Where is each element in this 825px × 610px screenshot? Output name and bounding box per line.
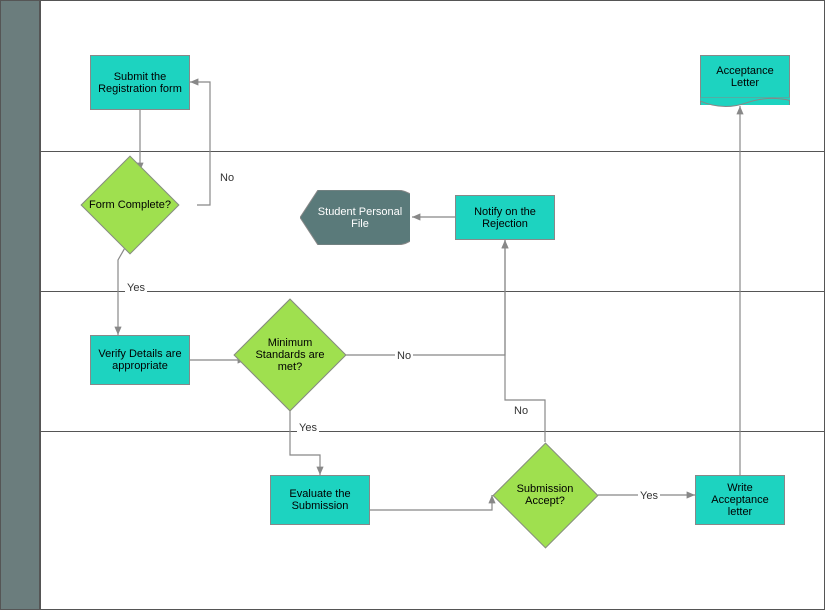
swimlane-divider [41,291,824,292]
process-verify: Verify Details are appropriate [90,335,190,385]
node-label: Notify on the Rejection [460,206,550,230]
edge-label-minStd-no-notify: No [395,350,413,362]
node-label: Submit the Registration form [95,71,185,95]
doc-wave [700,97,790,113]
swimlane-divider [41,431,824,432]
swimlane-sidebar [0,0,40,610]
decision-formComplete: Form Complete? [95,170,165,240]
process-notify: Notify on the Rejection [455,195,555,240]
swimlane-divider [41,151,824,152]
decision-minStd: Minimum Standards are met? [250,315,330,395]
document-acceptance: Acceptance Letter [700,55,790,105]
process-writeLetter: Write Acceptance letter [695,475,785,525]
edge-label-submissionAccept-no-notify: No [512,405,530,417]
node-label: Verify Details are appropriate [95,348,185,372]
node-label: Student Personal File [300,190,410,245]
node-label: Form Complete? [75,170,185,240]
display-studentFile: Student Personal File [300,190,410,245]
node-label: Acceptance Letter [701,56,789,97]
decision-submissionAccept: Submission Accept? [508,458,583,533]
flowchart-canvas: Submit the Registration form Form Complet… [0,0,825,610]
node-label: Minimum Standards are met? [230,315,350,395]
edge-label-minStd-yes-evaluate: Yes [297,422,319,434]
process-evaluate: Evaluate the Submission [270,475,370,525]
edge-label-formComplete-yes-verify: Yes [125,282,147,294]
node-label: Submission Accept? [488,458,603,533]
node-label: Write Acceptance letter [700,482,780,518]
process-submit: Submit the Registration form [90,55,190,110]
edge-label-submissionAccept-yes-write: Yes [638,490,660,502]
node-label: Evaluate the Submission [275,488,365,512]
edge-label-formComplete-no-submit: No [218,172,236,184]
